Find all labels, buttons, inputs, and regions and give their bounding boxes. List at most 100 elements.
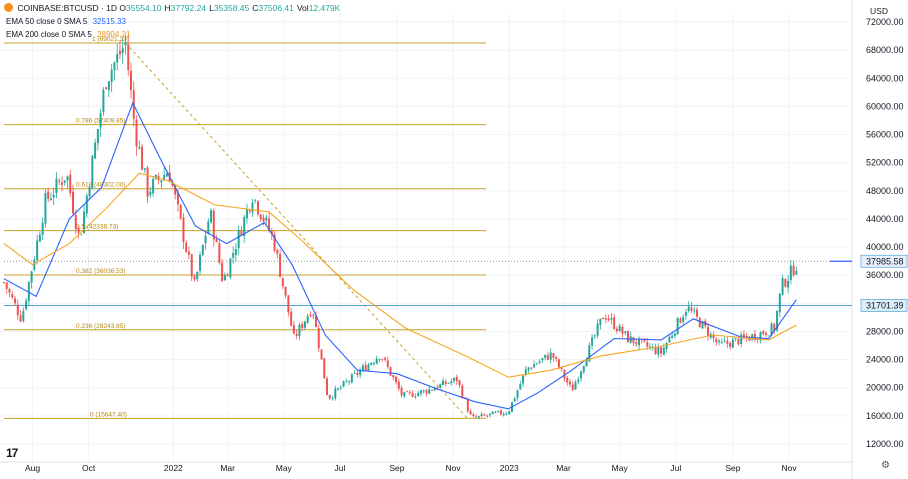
candle-body xyxy=(328,395,331,399)
candle-body xyxy=(378,358,381,360)
candle-body xyxy=(52,194,55,198)
ema200-legend[interactable]: EMA 200 close 0 SMA 5 28904.21 xyxy=(6,30,130,39)
candle-body xyxy=(524,369,527,376)
candle-body xyxy=(784,279,787,287)
candle-body xyxy=(193,276,196,280)
candle-body xyxy=(210,210,213,223)
candle-body xyxy=(715,339,718,343)
candle-body xyxy=(232,253,235,258)
candle-body xyxy=(533,364,536,368)
candle-body xyxy=(237,229,240,249)
candle-body xyxy=(649,346,652,348)
candle-body xyxy=(397,381,400,389)
ohlc-label-h: H xyxy=(164,3,171,13)
candle-body xyxy=(610,317,613,320)
y-tick-label: 68000.00 xyxy=(866,45,904,55)
candle-body xyxy=(499,410,502,415)
symbol-label[interactable]: COINBASE:BTCUSD · 1D xyxy=(17,3,118,13)
candle-body xyxy=(516,390,519,398)
candle-body xyxy=(309,314,312,317)
x-tick-label: Aug xyxy=(25,463,40,473)
candle-body xyxy=(676,317,679,335)
x-tick-label: Nov xyxy=(781,463,797,473)
ohlc-legend: COINBASE:BTCUSD · 1D O35554.10 H37792.24 L… xyxy=(4,3,343,13)
ema50-name: EMA 50 close 0 SMA 5 xyxy=(6,17,88,26)
candle-body xyxy=(607,318,610,321)
candle-body xyxy=(301,324,304,329)
candle-body xyxy=(538,361,541,364)
ema200-line xyxy=(3,172,797,378)
level-price-tag-bg xyxy=(860,299,908,312)
candle-body xyxy=(143,168,146,170)
candle-body xyxy=(342,381,345,387)
candle-body xyxy=(726,340,729,344)
ema50-line xyxy=(3,101,797,410)
candle-body xyxy=(107,81,110,91)
candle-body xyxy=(505,413,508,415)
candle-body xyxy=(787,280,790,288)
currency-label[interactable]: USD xyxy=(870,6,888,16)
ema200-name: EMA 200 close 0 SMA 5 xyxy=(6,30,92,39)
candle-body xyxy=(707,326,710,337)
candle-body xyxy=(49,198,52,201)
candle-body xyxy=(408,392,411,393)
candle-body xyxy=(160,180,163,183)
candle-body xyxy=(795,270,798,275)
y-tick-label: 20000.00 xyxy=(866,383,904,393)
candle-body xyxy=(262,217,265,222)
candle-body xyxy=(58,180,61,182)
candle-body xyxy=(113,62,116,71)
candle-body xyxy=(789,265,792,281)
candle-body xyxy=(671,335,674,338)
candle-body xyxy=(141,146,144,170)
ema200-value: 28904.21 xyxy=(97,30,131,39)
candle-body xyxy=(74,214,77,230)
candle-body xyxy=(646,341,649,347)
level-price-tag: 37985.58 xyxy=(866,256,904,266)
candle-body xyxy=(519,383,522,390)
candle-body xyxy=(618,325,621,332)
candle-body xyxy=(33,259,36,270)
candle-body xyxy=(591,337,594,346)
candle-body xyxy=(555,357,558,359)
candle-body xyxy=(723,340,726,342)
candle-body xyxy=(684,312,687,316)
candle-body xyxy=(83,211,86,233)
y-tick-label: 64000.00 xyxy=(866,73,904,83)
candle-body xyxy=(303,321,306,328)
candle-body xyxy=(317,328,320,349)
candle-body xyxy=(185,242,188,252)
candle-body xyxy=(14,298,17,304)
candle-body xyxy=(458,380,461,386)
candle-body xyxy=(638,338,641,346)
candle-body xyxy=(541,358,544,361)
candle-body xyxy=(781,278,784,295)
candle-body xyxy=(461,385,464,398)
candle-body xyxy=(417,392,420,397)
candle-body xyxy=(734,337,737,339)
candle-body xyxy=(453,377,456,381)
candle-body xyxy=(621,327,624,334)
candle-body xyxy=(698,317,701,328)
candle-body xyxy=(375,358,378,364)
tradingview-logo-icon[interactable]: 17 xyxy=(6,446,18,460)
candle-body xyxy=(359,370,362,376)
candle-body xyxy=(414,396,417,397)
candle-body xyxy=(635,342,638,345)
candle-body xyxy=(306,316,309,323)
candle-body xyxy=(110,69,113,83)
candle-body xyxy=(94,142,97,159)
settings-icon[interactable]: ⚙ xyxy=(881,460,890,471)
candle-body xyxy=(665,342,668,349)
candle-body xyxy=(331,397,334,399)
candle-body xyxy=(643,338,646,342)
candle-body xyxy=(502,413,505,416)
candle-body xyxy=(488,413,491,416)
ema50-legend[interactable]: EMA 50 close 0 SMA 5 32515.33 xyxy=(6,17,126,26)
candle-body xyxy=(223,275,226,281)
candle-body xyxy=(433,388,436,391)
candle-body xyxy=(682,317,685,322)
candle-body xyxy=(486,415,489,417)
candle-body xyxy=(602,317,605,320)
